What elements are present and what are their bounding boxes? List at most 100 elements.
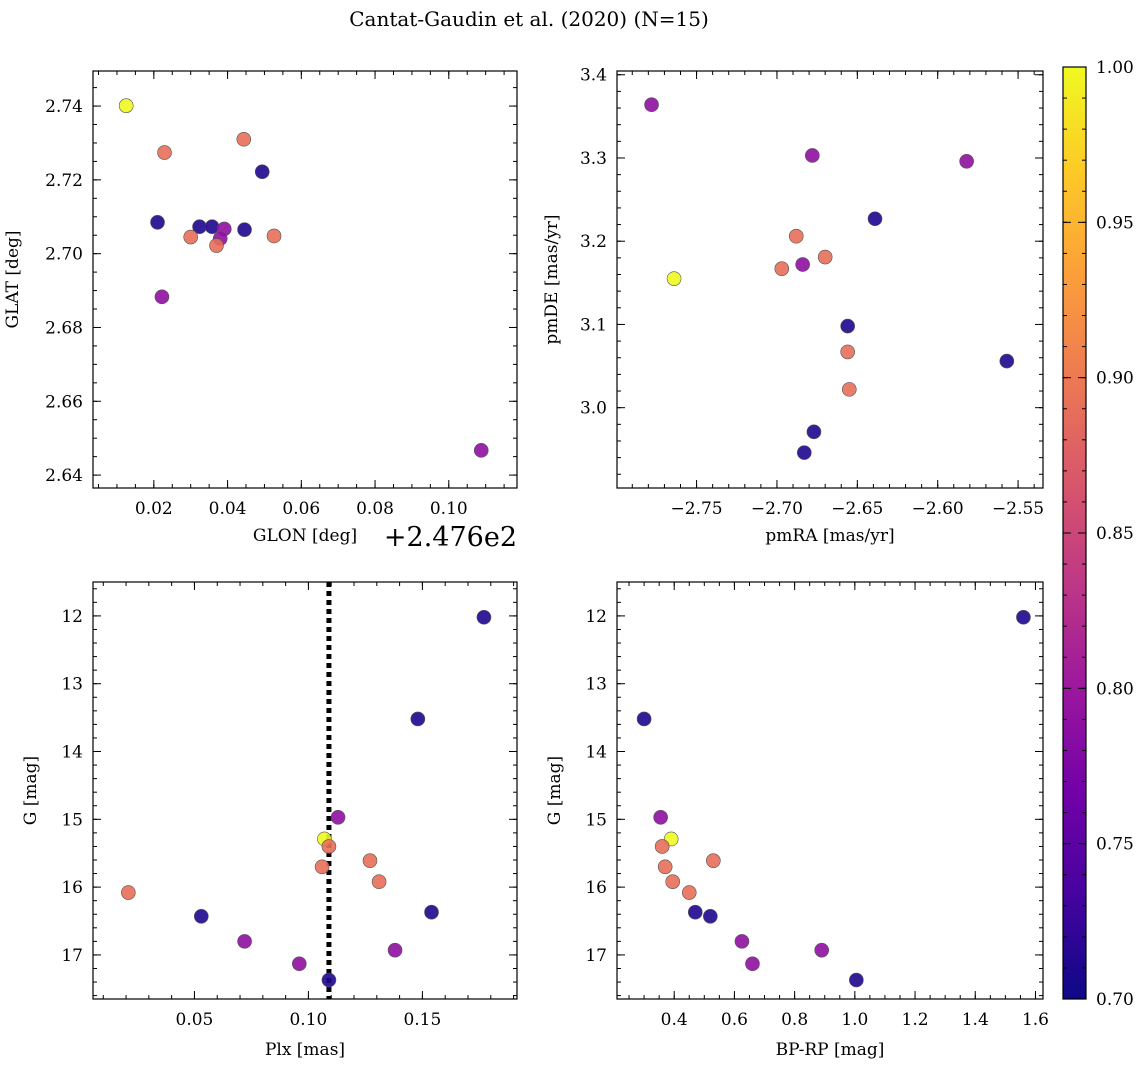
- y-tick-label: 14: [585, 743, 607, 763]
- data-point: [121, 885, 136, 900]
- x-tick-label: 0.10: [430, 499, 468, 519]
- data-point: [867, 211, 883, 227]
- data-points: [121, 609, 492, 988]
- x-tick-label: 0.02: [135, 499, 173, 519]
- y-tick-label: 12: [585, 607, 607, 627]
- colorbar-tick-label: 0.75: [1096, 835, 1134, 855]
- y-tick-label: 3.0: [580, 399, 607, 419]
- colorbar-tick-label: 0.80: [1096, 679, 1134, 699]
- y-tick-label: 17: [61, 946, 83, 966]
- data-points: [118, 98, 489, 458]
- data-point: [371, 874, 387, 889]
- x-tick-label: 0.4: [661, 1010, 688, 1030]
- x-tick-label: 0.15: [403, 1010, 441, 1030]
- data-point: [817, 249, 833, 265]
- data-point: [745, 956, 760, 972]
- y-tick-label: 3.1: [580, 315, 607, 335]
- data-point: [292, 956, 307, 972]
- y-axis-label: pmDE [mas/yr]: [542, 214, 562, 344]
- data-point: [476, 609, 492, 625]
- data-point: [1016, 609, 1031, 625]
- data-point: [841, 382, 857, 397]
- x-tick-label: 1.2: [902, 1010, 929, 1030]
- x-tick-label: 0.6: [721, 1010, 748, 1030]
- data-point: [840, 344, 855, 360]
- data-point: [999, 353, 1015, 369]
- colorbar-tick-label: 0.70: [1096, 990, 1134, 1010]
- x-tick-label: 1.0: [841, 1010, 868, 1030]
- data-point: [387, 942, 403, 958]
- colorbar: 0.70 0.75 0.80 0.85 0.90 0.95 1.00: [1062, 58, 1134, 1010]
- x-tick-label: −2.65: [831, 499, 883, 519]
- data-point: [254, 164, 270, 180]
- data-point: [321, 839, 337, 854]
- data-point: [410, 711, 426, 727]
- data-point: [653, 809, 668, 825]
- data-point: [154, 289, 170, 305]
- x-tick-label: 0.04: [209, 499, 247, 519]
- data-point: [734, 934, 750, 949]
- colorbar-tick-label: 0.95: [1096, 213, 1134, 233]
- y-tick-label: 2.70: [45, 245, 83, 265]
- panel-pmra-pmde: −2.75 −2.70 −2.65 −2.60 −2.55 3.0 3.1 3.2 3.3 3.4…: [542, 66, 1044, 546]
- x-tick-label: −2.75: [671, 499, 723, 519]
- x-tick-label: 1.6: [1022, 1010, 1049, 1030]
- data-point: [814, 942, 830, 958]
- panel-glon-glat: 0.02 0.04 0.06 0.08 0.10 2.64 2.66 2.68 2.70 2.72…: [3, 70, 518, 553]
- data-point: [118, 98, 134, 113]
- data-point: [849, 972, 864, 988]
- ticks: [93, 582, 517, 999]
- y-tick-label: 3.3: [580, 149, 607, 169]
- x-tick-label: 0.8: [781, 1010, 808, 1030]
- data-points: [644, 97, 1015, 460]
- x-tick-label: 0.08: [356, 499, 394, 519]
- x-axis-label: BP-RP [mag]: [776, 1040, 885, 1060]
- panels: 0.02 0.04 0.06 0.08 0.10 2.64 2.66 2.68 2.70 2.72…: [3, 66, 1049, 1060]
- data-point: [321, 972, 337, 988]
- x-tick-label: 0.05: [176, 1010, 214, 1030]
- y-axis-label: G [mag]: [545, 756, 565, 825]
- ticks: [93, 71, 517, 488]
- y-tick-label: 15: [61, 810, 83, 830]
- x-tick-label: −2.70: [751, 499, 803, 519]
- data-point: [657, 859, 673, 875]
- data-points: [636, 609, 1031, 988]
- colorbar-tick-label: 0.90: [1096, 369, 1134, 389]
- y-tick-label: 12: [61, 607, 83, 627]
- data-point: [805, 148, 820, 163]
- y-tick-label: 13: [585, 675, 607, 695]
- data-point: [636, 711, 652, 727]
- axes-frame: [616, 581, 1044, 1000]
- y-tick-label: 3.2: [580, 232, 607, 252]
- data-point: [183, 229, 199, 245]
- data-point: [473, 443, 489, 458]
- figure-title: Cantat-Gaudin et al. (2020) (N=15): [349, 7, 709, 31]
- x-tick-label: 0.10: [289, 1010, 327, 1030]
- data-point: [157, 145, 172, 160]
- x-axis-label: GLON [deg]: [253, 526, 357, 546]
- y-tick-label: 13: [61, 675, 83, 695]
- data-point: [706, 853, 721, 868]
- colorbar-tick-label: 1.00: [1096, 58, 1134, 78]
- y-tick-label: 2.74: [45, 97, 83, 117]
- data-point: [362, 853, 378, 868]
- data-point: [237, 934, 252, 949]
- data-point: [959, 154, 974, 169]
- colorbar-frame: [1062, 66, 1087, 1000]
- data-point: [840, 318, 855, 334]
- ticks: [617, 582, 1043, 999]
- data-point: [150, 215, 165, 230]
- panel-bprp-g: 0.4 0.6 0.8 1.0 1.2 1.4 1.6 12 13 14 15 16 17 BP-RP […: [545, 581, 1049, 1060]
- y-axis-label: GLAT [deg]: [3, 230, 23, 328]
- y-tick-label: 17: [585, 946, 607, 966]
- data-point: [314, 859, 330, 875]
- data-point: [687, 904, 703, 920]
- y-tick-label: 15: [585, 810, 607, 830]
- y-tick-label: 2.64: [45, 466, 83, 486]
- y-tick-label: 2.72: [45, 171, 83, 191]
- data-point: [774, 261, 790, 276]
- ticks: [617, 71, 1043, 488]
- colorbar-tick-label: 0.85: [1096, 524, 1134, 544]
- y-tick-label: 16: [61, 878, 83, 898]
